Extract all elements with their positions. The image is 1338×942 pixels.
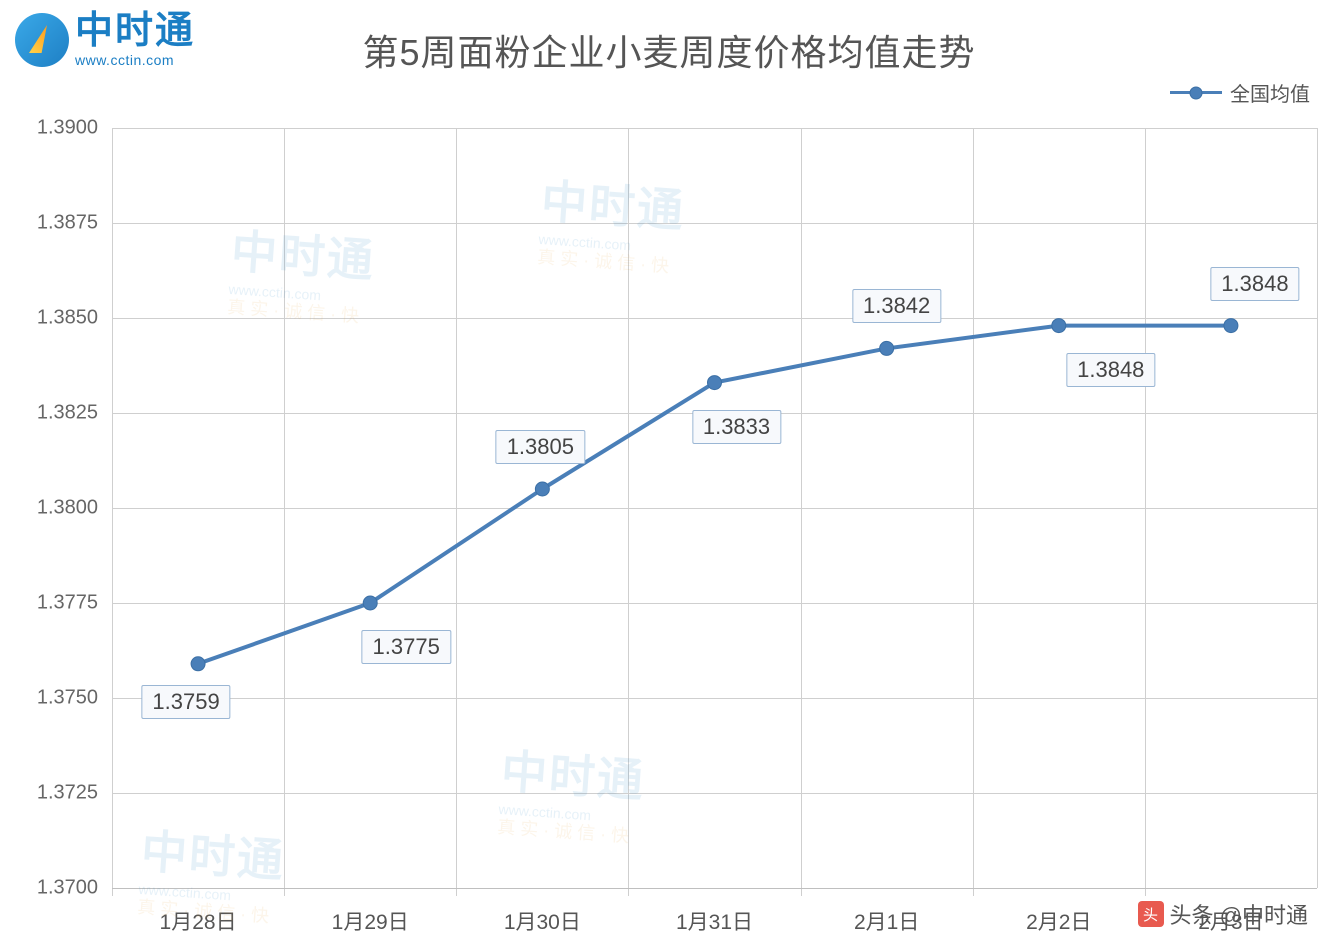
legend: 全国均值: [1170, 78, 1310, 107]
y-axis-label: 1.3825: [18, 402, 98, 425]
y-axis-label: 1.3700: [18, 877, 98, 900]
y-axis-label: 1.3850: [18, 307, 98, 330]
y-axis-label: 1.3900: [18, 117, 98, 140]
x-axis-label: 1月28日: [160, 906, 237, 936]
series-line: [112, 128, 1317, 888]
y-axis-label: 1.3725: [18, 782, 98, 805]
data-label: 1.3759: [141, 685, 230, 719]
y-axis-label: 1.3875: [18, 212, 98, 235]
chart-container: 中时通 www.cctin.com 第5周面粉企业小麦周度价格均值走势 全国均值…: [0, 0, 1338, 942]
legend-label: 全国均值: [1230, 78, 1310, 107]
plot-area: 1.37001.37251.37501.37751.38001.38251.38…: [112, 128, 1317, 888]
x-axis-label: 1月31日: [676, 906, 753, 936]
data-marker: [363, 596, 377, 610]
data-marker: [535, 482, 549, 496]
x-axis-label: 1月30日: [504, 906, 581, 936]
data-label: 1.3842: [852, 289, 941, 323]
x-axis-label: 2月1日: [854, 906, 919, 936]
attribution-badge-icon: 头: [1138, 901, 1164, 927]
x-tick: [284, 888, 285, 896]
x-axis-label: 1月29日: [332, 906, 409, 936]
data-label: 1.3848: [1066, 353, 1155, 387]
y-axis-label: 1.3800: [18, 497, 98, 520]
y-axis-label: 1.3750: [18, 687, 98, 710]
attribution-prefix: 头条 @: [1170, 898, 1242, 930]
data-label: 1.3775: [362, 630, 451, 664]
x-tick: [112, 888, 113, 896]
x-axis-line: [112, 888, 1317, 889]
data-marker: [880, 341, 894, 355]
data-label: 1.3833: [692, 410, 781, 444]
attribution: 头 头条 @ 中时通: [1138, 898, 1308, 930]
chart-title: 第5周面粉企业小麦周度价格均值走势: [0, 24, 1338, 76]
data-marker: [191, 657, 205, 671]
x-tick: [801, 888, 802, 896]
data-marker: [708, 376, 722, 390]
x-tick: [628, 888, 629, 896]
data-marker: [1224, 319, 1238, 333]
gridline-v: [1317, 128, 1318, 888]
x-tick: [1145, 888, 1146, 896]
attribution-name: 中时通: [1242, 898, 1308, 930]
x-tick: [456, 888, 457, 896]
data-label: 1.3848: [1210, 267, 1299, 301]
data-marker: [1052, 319, 1066, 333]
data-label: 1.3805: [496, 430, 585, 464]
x-tick: [973, 888, 974, 896]
x-axis-label: 2月2日: [1026, 906, 1091, 936]
legend-marker-icon: [1170, 91, 1222, 94]
y-axis-label: 1.3775: [18, 592, 98, 615]
